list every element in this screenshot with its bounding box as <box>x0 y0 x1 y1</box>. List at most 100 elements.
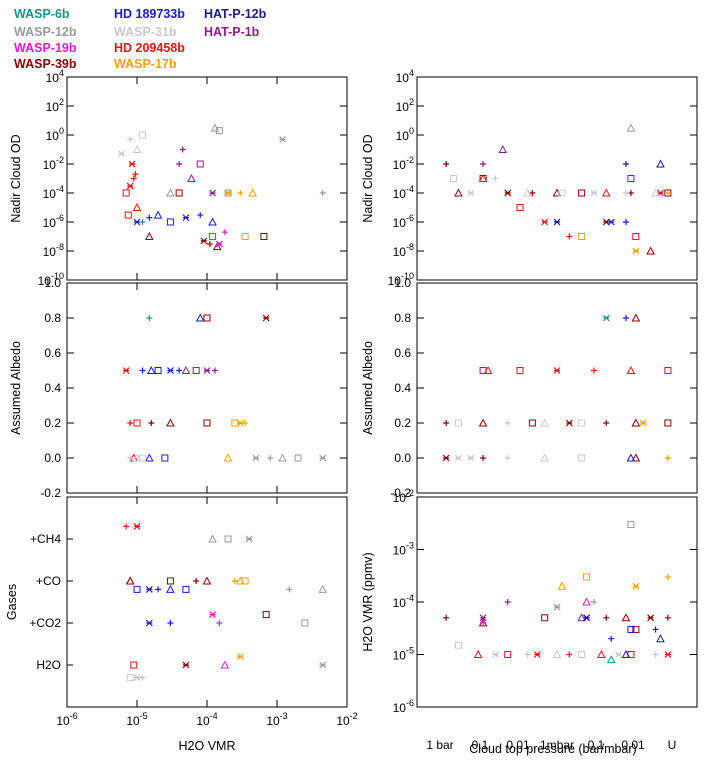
data-point-hd-209458b <box>130 175 137 182</box>
data-point-wasp-31b <box>652 651 659 658</box>
data-point-hat-p-1b <box>176 161 183 167</box>
data-point-wasp-12b <box>278 453 287 462</box>
data-point-hd-189733b <box>133 218 141 226</box>
data-point-wasp-39b <box>144 231 154 240</box>
data-point-hat-p-1b <box>196 160 204 168</box>
legend-entry-wasp-12b: WASP-12b <box>14 25 77 39</box>
data-point-wasp-39b <box>528 419 536 427</box>
data-point-wasp-39b <box>262 611 270 619</box>
data-point-hd-189733b <box>166 584 175 593</box>
data-point-wasp-31b <box>454 641 462 649</box>
data-point-wasp-17b <box>231 419 239 427</box>
data-point-hd-209458b <box>566 233 573 240</box>
data-point-hd-209458b <box>626 365 636 374</box>
data-point-wasp-39b <box>175 189 183 197</box>
data-point-hd-209458b <box>566 651 573 658</box>
data-point-wasp-39b <box>202 576 212 585</box>
data-point-wasp-31b <box>492 175 499 182</box>
data-point-wasp-39b <box>664 614 671 621</box>
x-tick-label: 10-5 <box>126 711 147 728</box>
data-point-wasp-17b <box>632 582 640 590</box>
data-point-hd-209458b <box>664 651 672 658</box>
x-axis-label: H2O VMR <box>179 739 236 753</box>
y-axis-label: Nadir Cloud OD <box>361 134 375 222</box>
x-tick-label: 1 bar <box>426 738 453 752</box>
data-point-hd-209458b <box>632 233 640 240</box>
data-point-hat-p-1b <box>479 614 487 622</box>
data-point-wasp-19b <box>582 597 591 606</box>
y-tick-label: 104 <box>396 68 414 85</box>
y-tick-label: +CO <box>36 574 61 588</box>
y-axis-label: Assumed Albedo <box>9 341 23 435</box>
x-tick-label: 10-4 <box>196 711 217 728</box>
data-point-hd-189733b <box>182 585 190 593</box>
data-point-wasp-31b <box>126 674 134 682</box>
data-point-hat-p-1b <box>203 367 211 374</box>
legend-entry-wasp-17b: WASP-17b <box>114 57 177 71</box>
y-tick-label: H2O <box>36 658 61 672</box>
data-point-hd-189733b <box>583 614 590 622</box>
data-point-hd-189733b <box>627 625 635 633</box>
data-point-wasp-31b <box>524 651 531 658</box>
data-point-hd-209458b <box>601 188 611 197</box>
data-point-wasp-12b <box>319 661 327 669</box>
data-point-wasp-6b <box>602 314 610 322</box>
x-tick-label: U <box>668 738 677 752</box>
data-point-wasp-19b <box>216 620 223 626</box>
x-tick-label: 0.01 <box>506 738 530 752</box>
plot-frame <box>416 282 698 494</box>
data-point-wasp-39b <box>262 314 270 322</box>
y-tick-label: 0.2 <box>44 416 61 430</box>
data-point-hd-189733b <box>153 210 163 219</box>
data-point-hat-p-12b <box>652 626 659 633</box>
data-point-hat-p-1b <box>179 146 186 153</box>
data-point-hat-p-1b <box>577 613 586 622</box>
data-point-wasp-12b <box>626 123 636 132</box>
data-point-wasp-39b <box>603 614 610 621</box>
data-point-hd-209458b <box>123 523 130 530</box>
y-tick-label: 1.0 <box>394 276 411 290</box>
y-tick-label: 0.6 <box>394 346 411 360</box>
y-tick-label: 100 <box>396 126 414 143</box>
data-point-wasp-31b <box>450 175 458 182</box>
data-point-hd-189733b <box>144 453 154 462</box>
data-point-hat-p-1b <box>504 599 511 605</box>
legend-entry-hd-189733b: HD 189733b <box>114 7 185 21</box>
data-point-wasp-39b <box>260 233 268 240</box>
x-tick-label: 0.1 <box>472 738 489 752</box>
data-point-wasp-39b <box>603 420 610 426</box>
data-point-hd-189733b <box>139 367 146 374</box>
data-point-hd-209458b <box>664 367 672 374</box>
data-point-wasp-31b <box>651 188 660 197</box>
y-tick-label: 104 <box>46 68 64 85</box>
data-point-hat-p-12b <box>622 161 629 167</box>
plot-frame <box>66 496 348 708</box>
data-point-wasp-17b <box>583 573 591 581</box>
data-point-hat-p-1b <box>187 173 196 182</box>
data-point-wasp-17b <box>578 233 586 240</box>
data-point-wasp-31b <box>455 454 462 462</box>
data-point-hd-209458b <box>516 367 524 374</box>
data-point-wasp-39b <box>206 241 213 248</box>
data-point-hat-p-12b <box>656 159 665 168</box>
data-point-hd-209458b <box>133 522 141 530</box>
data-point-wasp-31b <box>139 454 147 462</box>
x-axis-label: Cloud top pressure (bar/mbar) <box>469 742 636 756</box>
y-tick-label: 10-4 <box>393 593 414 610</box>
data-point-wasp-31b <box>491 651 499 658</box>
data-point-wasp-39b <box>621 613 631 622</box>
y-tick-label: 102 <box>46 97 64 114</box>
data-point-wasp-39b <box>182 661 190 669</box>
y-tick-label: -0.2 <box>40 486 61 500</box>
data-point-wasp-12b <box>319 454 327 462</box>
data-point-wasp-39b <box>443 161 450 167</box>
data-point-wasp-39b <box>631 453 641 462</box>
data-point-wasp-12b <box>294 454 302 462</box>
data-point-wasp-39b <box>166 577 174 585</box>
data-point-wasp-31b <box>132 453 142 462</box>
data-point-wasp-31b <box>133 674 141 682</box>
data-point-wasp-31b <box>504 420 511 426</box>
data-point-hd-189733b <box>607 218 615 226</box>
y-tick-label: 10-8 <box>393 242 414 259</box>
